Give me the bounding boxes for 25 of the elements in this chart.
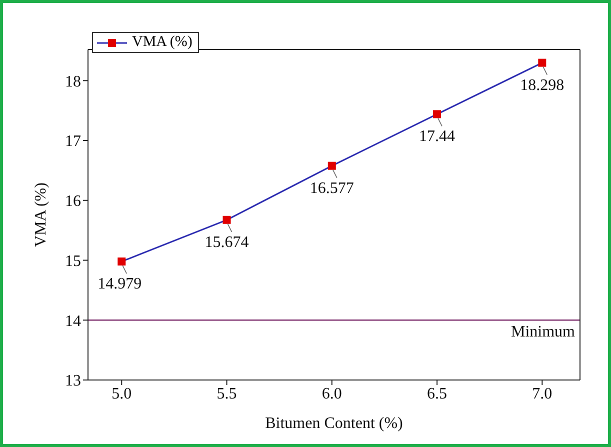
data-label: 18.298	[520, 76, 564, 94]
x-tick-label: 5.0	[112, 385, 132, 402]
point	[222, 216, 231, 224]
x-tick-label: 6.5	[427, 385, 448, 402]
y-tick-label: 18	[65, 73, 81, 90]
x-tick-label: 7.0	[532, 385, 552, 402]
y-tick-label: 14	[65, 312, 81, 330]
point	[538, 58, 546, 67]
data-label: 14.979	[98, 276, 142, 293]
y-axis-title: VMA (%)	[32, 182, 50, 247]
point	[118, 258, 126, 266]
x-tick-label: 5.5	[216, 385, 237, 402]
point	[328, 162, 336, 170]
data-label: 15.674	[204, 234, 249, 251]
legend-label: VMA (%)	[132, 34, 192, 51]
x-tick-label: 6.0	[322, 385, 342, 402]
y-tick-label: 16	[65, 193, 81, 210]
data-label: 16.577	[310, 180, 354, 197]
x-axis-title: Bitumen Content (%)	[265, 415, 403, 432]
ref-line-label: Minimum	[510, 323, 576, 340]
y-tick-label: 17	[65, 133, 81, 150]
y-tick-label: 13	[65, 372, 81, 390]
y-tick-label: 15	[65, 252, 81, 270]
data-label: 17.44	[419, 128, 456, 146]
point	[433, 110, 442, 118]
